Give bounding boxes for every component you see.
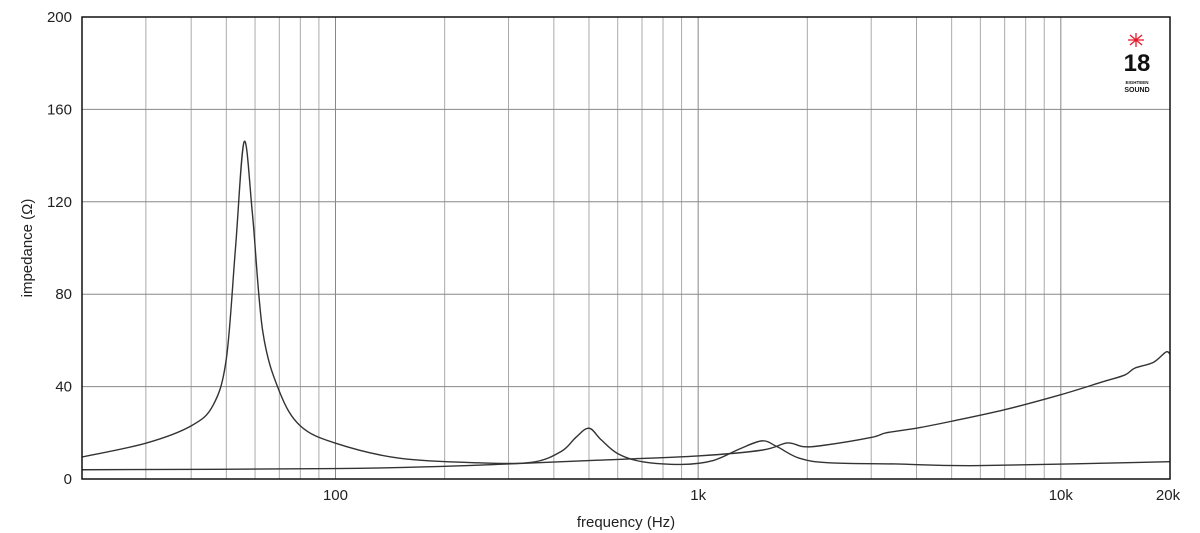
logo: 18 EIGHTEEN SOUND [1124, 33, 1151, 94]
x-tick-label: 10k [1049, 487, 1074, 504]
y-tick-label: 80 [55, 286, 72, 303]
plot-frame [81, 16, 1171, 480]
logo-line1: EIGHTEEN [1125, 80, 1148, 85]
impedance-curve-1 [81, 140, 1171, 467]
x-axis-label: frequency (Hz) [577, 514, 675, 531]
star-icon [1128, 33, 1144, 47]
impedance-curve-2 [81, 350, 1171, 471]
logo-number: 18 [1124, 50, 1151, 77]
y-tick-label: 160 [47, 101, 72, 118]
y-axis-label: impedance (Ω) [19, 199, 36, 298]
y-tick-label: 0 [64, 471, 72, 488]
y-tick-label: 120 [47, 194, 72, 211]
y-tick-label: 40 [55, 379, 72, 396]
y-tick-label: 200 [47, 9, 72, 26]
logo-line2: SOUND [1124, 87, 1149, 94]
x-tick-label: 100 [323, 487, 348, 504]
x-tick-label: 1k [690, 487, 706, 504]
x-tick-label: 20k [1156, 487, 1181, 504]
